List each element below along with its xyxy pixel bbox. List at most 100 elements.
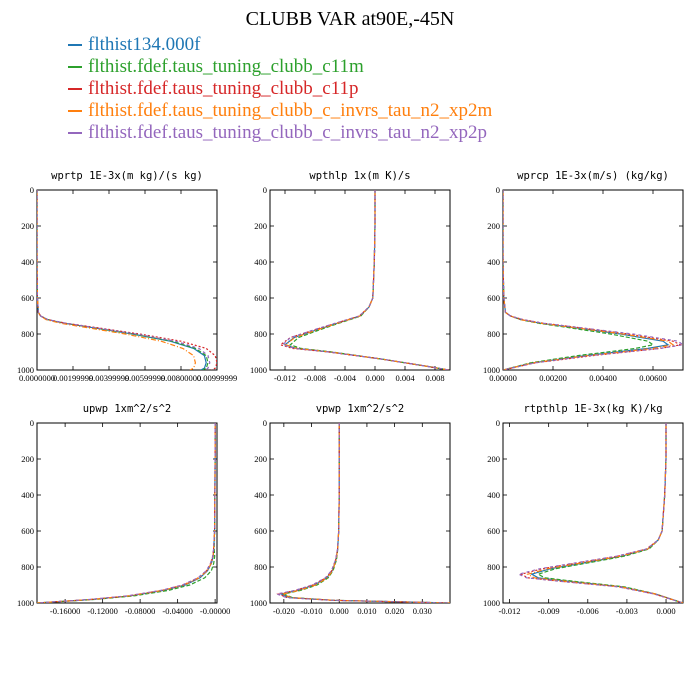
- plot-frame: [36, 422, 218, 604]
- x-tick-label: 0.00000: [489, 373, 517, 383]
- series-line-3: [503, 190, 683, 370]
- y-tick-label: 200: [21, 454, 34, 464]
- legend-label: flthist.fdef.taus_tuning_clubb_c_invrs_t…: [88, 122, 487, 143]
- panel-title: wpthlp 1x(m K)/s: [309, 170, 410, 182]
- legend-label: flthist.fdef.taus_tuning_clubb_c11m: [88, 56, 364, 77]
- series-line-3: [519, 423, 683, 603]
- panel-title: wprtp 1E-3x(m kg)/(s kg): [51, 170, 203, 182]
- y-tick-label: 0: [496, 185, 500, 195]
- x-tick-label: -0.00000: [200, 606, 230, 616]
- legend-entry: flthist.fdef.taus_tuning_clubb_c11p: [68, 78, 492, 100]
- y-tick-label: 0: [496, 418, 500, 428]
- x-tick-label: 0.008: [425, 373, 444, 383]
- x-tick-label: 0.00200: [539, 373, 567, 383]
- panel-title: rtpthlp 1E-3x(kg K)/kg: [523, 403, 662, 415]
- legend-label: flthist.fdef.taus_tuning_clubb_c_invrs_t…: [88, 100, 493, 121]
- x-tick-label: -0.012: [499, 606, 521, 616]
- plot-frame: [269, 422, 451, 604]
- x-tick-label: 0.00599999: [125, 373, 165, 383]
- x-tick-label: -0.008: [304, 373, 326, 383]
- x-tick-label: -0.012: [274, 373, 296, 383]
- x-tick-label: -0.12000: [87, 606, 117, 616]
- y-tick-label: 1000: [250, 598, 267, 608]
- legend-label: flthist.fdef.taus_tuning_clubb_c11p: [88, 78, 359, 99]
- y-tick-label: 800: [487, 562, 500, 572]
- series-line-2: [281, 423, 450, 603]
- x-tick-label: -0.003: [616, 606, 638, 616]
- legend-line: [68, 110, 82, 112]
- x-tick-label: 0.00400: [589, 373, 617, 383]
- plot-frame: [502, 422, 684, 604]
- x-tick-label: 0.010: [357, 606, 376, 616]
- y-tick-label: 1000: [250, 365, 267, 375]
- legend-line: [68, 44, 82, 46]
- y-tick-label: 600: [254, 293, 267, 303]
- legend-entry: flthist.fdef.taus_tuning_clubb_c_invrs_t…: [68, 100, 492, 122]
- x-tick-label: -0.006: [577, 606, 599, 616]
- x-tick-label: 0.030: [413, 606, 432, 616]
- y-tick-label: 400: [21, 257, 34, 267]
- y-tick-label: 1000: [17, 598, 34, 608]
- series-line-4: [280, 423, 450, 603]
- series-line-3: [276, 423, 450, 603]
- y-tick-label: 400: [21, 490, 34, 500]
- series-line-4: [284, 190, 449, 370]
- series-line-2: [37, 423, 216, 603]
- y-tick-label: 800: [21, 329, 34, 339]
- y-tick-label: 1000: [17, 365, 34, 375]
- legend-entry: flthist.fdef.taus_tuning_clubb_c11m: [68, 56, 492, 78]
- series-line-2: [289, 190, 449, 370]
- plot-frame: [502, 189, 684, 371]
- panel-2: wpthlp 1x(m K)/s02004006008001000-0.012-…: [250, 170, 451, 383]
- y-tick-label: 800: [21, 562, 34, 572]
- y-tick-label: 400: [487, 257, 500, 267]
- y-tick-label: 1000: [483, 598, 500, 608]
- series-line-2: [536, 423, 683, 603]
- x-tick-label: -0.08000: [125, 606, 155, 616]
- x-tick-label: 0.000: [330, 606, 349, 616]
- legend-line: [68, 132, 82, 134]
- y-tick-label: 600: [21, 526, 34, 536]
- x-tick-label: 0.00999999: [197, 373, 237, 383]
- legend-label: flthist134.000f: [88, 34, 201, 55]
- series-line-1: [503, 190, 670, 370]
- y-tick-label: 200: [254, 221, 267, 231]
- y-tick-label: 200: [21, 221, 34, 231]
- figure-title: CLUBB VAR at90E,-45N: [245, 8, 455, 30]
- y-tick-label: 200: [487, 454, 500, 464]
- series-line-5: [281, 190, 449, 370]
- y-tick-label: 400: [254, 490, 267, 500]
- x-tick-label: 0.00399999: [89, 373, 129, 383]
- plot-frame: [36, 189, 218, 371]
- x-tick-label: 0.020: [385, 606, 404, 616]
- panel-title: upwp 1xm^2/s^2: [83, 403, 172, 415]
- legend-line: [68, 66, 82, 68]
- plot-frame: [269, 189, 451, 371]
- legend: flthist134.000f flthist.fdef.taus_tuning…: [68, 34, 492, 144]
- y-tick-label: 0: [263, 418, 267, 428]
- x-tick-label: -0.020: [273, 606, 295, 616]
- series-line-3: [37, 190, 217, 370]
- x-tick-label: 0.00800000: [161, 373, 201, 383]
- x-tick-label: -0.004: [334, 373, 357, 383]
- panel-5: vpwp 1xm^2/s^2 0 200 400 600 800 1000 -0.020 -0.…: [250, 403, 451, 616]
- panel-1: wprtp 1E-3x(m kg)/(s kg) 0 200 400 600 800 100…: [17, 170, 237, 383]
- y-tick-label: 400: [487, 490, 500, 500]
- y-tick-label: 600: [487, 526, 500, 536]
- series-line-1: [279, 423, 450, 603]
- series-line-1: [37, 423, 216, 603]
- legend-line: [68, 88, 82, 90]
- y-tick-label: 600: [487, 293, 500, 303]
- series-line-1: [530, 423, 683, 603]
- series-line-4: [503, 190, 675, 370]
- y-tick-label: 200: [254, 454, 267, 464]
- y-tick-label: 600: [21, 293, 34, 303]
- x-tick-label: -0.16000: [50, 606, 80, 616]
- legend-entry: flthist.fdef.taus_tuning_clubb_c_invrs_t…: [68, 122, 492, 144]
- panel-6: rtpthlp 1E-3x(kg K)/kg02004006008001000-…: [483, 403, 684, 616]
- x-tick-label: 0.00600: [639, 373, 667, 383]
- x-tick-label: 0.000: [656, 606, 675, 616]
- panel-title: wprcp 1E-3x(m/s) (kg/kg): [517, 170, 669, 182]
- series-line-5: [516, 423, 683, 603]
- series-line-1: [283, 190, 449, 370]
